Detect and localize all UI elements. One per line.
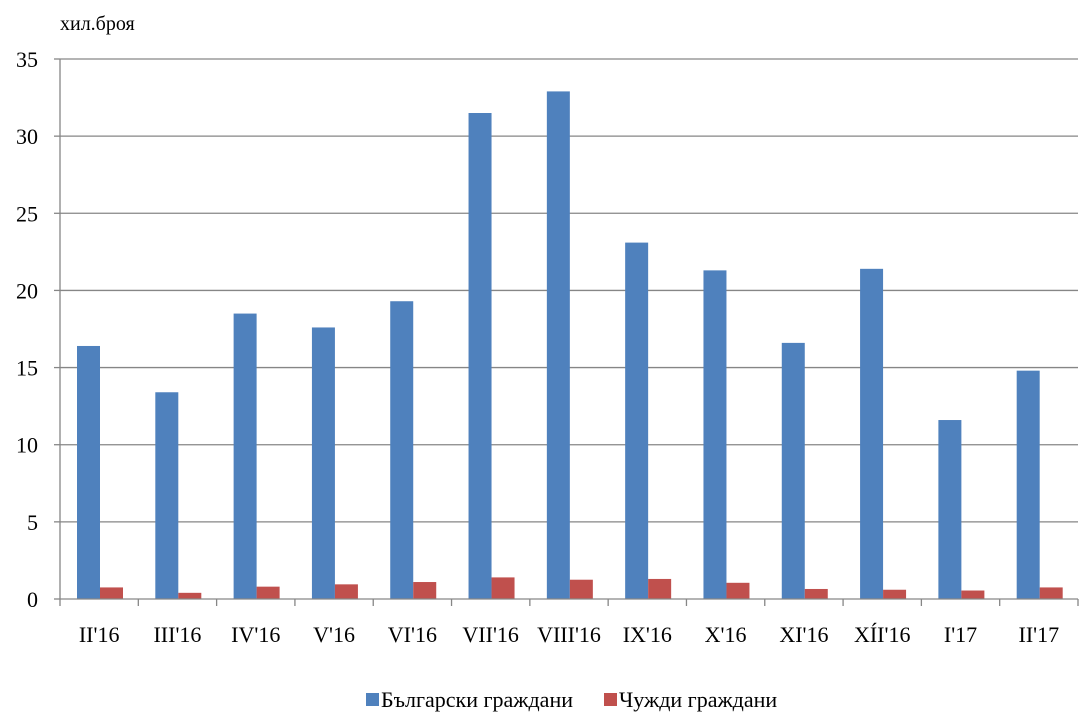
legend-swatch-1 <box>604 693 617 706</box>
bar-bulgarian-1 <box>155 392 179 599</box>
y-tick-label: 25 <box>16 201 38 226</box>
bar-foreign-9 <box>804 588 828 599</box>
x-tick-label: XÍI'16 <box>854 622 911 647</box>
x-tick-label: II'16 <box>79 622 120 647</box>
bar-bulgarian-12 <box>1016 370 1040 599</box>
y-tick-label: 0 <box>27 587 38 612</box>
bar-foreign-8 <box>726 582 750 599</box>
bar-foreign-11 <box>961 590 985 599</box>
x-tick-label: II'17 <box>1019 622 1060 647</box>
bar-foreign-3 <box>334 584 358 599</box>
x-tick-label: VI'16 <box>388 622 437 647</box>
bar-foreign-2 <box>256 586 280 599</box>
x-tick-label: VIII'16 <box>537 622 601 647</box>
bar-bulgarian-11 <box>938 420 962 599</box>
bar-foreign-7 <box>648 578 672 599</box>
bar-foreign-1 <box>178 592 202 599</box>
y-tick-label: 15 <box>16 356 38 381</box>
bar-bulgarian-6 <box>546 91 570 600</box>
x-tick-label: I'17 <box>944 622 977 647</box>
bar-foreign-4 <box>413 582 437 599</box>
bar-bulgarian-5 <box>468 113 492 599</box>
x-tick-label: IX'16 <box>623 622 672 647</box>
bar-foreign-0 <box>100 587 123 599</box>
x-tick-label: X'16 <box>705 622 747 647</box>
bars <box>77 91 1063 600</box>
bar-foreign-12 <box>1039 587 1063 599</box>
bar-bulgarian-3 <box>311 327 335 599</box>
bar-bulgarian-8 <box>703 270 727 599</box>
y-axis-label: хил.броя <box>60 13 135 35</box>
axes: 0 5 10 15 20 25 30 35 II'16 III'16 IV'16 V'16 VI'16 V… <box>16 47 1079 647</box>
bar-bulgarian-0 <box>77 345 100 599</box>
y-tick-label: 20 <box>16 278 38 303</box>
x-tick-label: VII'16 <box>462 622 519 647</box>
bar-bulgarian-10 <box>860 268 884 599</box>
bar-bulgarian-9 <box>781 342 805 599</box>
y-tick-label: 10 <box>16 433 38 458</box>
bar-bulgarian-4 <box>390 301 414 599</box>
bar-foreign-5 <box>491 577 515 599</box>
legend-swatch-0 <box>366 693 379 706</box>
bar-bulgarian-2 <box>233 313 257 599</box>
x-tick-label: XI'16 <box>779 622 828 647</box>
x-tick-label: V'16 <box>313 622 355 647</box>
y-tick-label: 5 <box>27 510 38 535</box>
bar-bulgarian-7 <box>625 242 649 599</box>
x-tick-label: IV'16 <box>231 622 280 647</box>
legend-label-0: Български граждани <box>381 687 573 712</box>
legend-label-1: Чужди граждани <box>619 687 777 712</box>
bar-foreign-6 <box>569 579 593 599</box>
x-tick-label: III'16 <box>153 622 201 647</box>
y-tick-label: 30 <box>16 124 38 149</box>
bar-foreign-10 <box>883 589 907 599</box>
legend: Български граждани Чужди граждани <box>366 687 777 712</box>
y-tick-label: 35 <box>16 47 38 72</box>
